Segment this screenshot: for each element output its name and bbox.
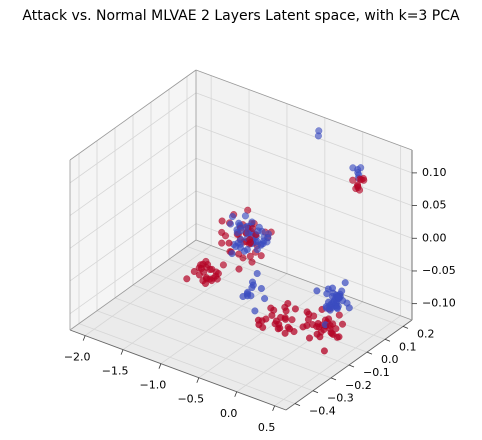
y-tick-label: −0.3 bbox=[327, 392, 354, 405]
data-point bbox=[288, 316, 296, 324]
data-point bbox=[218, 217, 226, 225]
data-points bbox=[183, 127, 368, 355]
data-point bbox=[334, 294, 342, 302]
tick-labels: −2.0−1.5−1.0−0.50.00.5−0.4−0.3−0.2−0.10.… bbox=[64, 166, 456, 434]
data-point bbox=[257, 252, 265, 260]
data-point bbox=[243, 292, 252, 300]
data-point bbox=[349, 164, 357, 172]
data-point bbox=[262, 315, 270, 323]
data-point bbox=[183, 275, 191, 283]
data-point bbox=[261, 295, 269, 303]
data-point bbox=[257, 284, 265, 293]
data-point bbox=[341, 279, 349, 287]
data-point bbox=[225, 239, 233, 247]
data-point bbox=[257, 240, 265, 248]
x-tick-label: −1.0 bbox=[140, 379, 167, 392]
data-point bbox=[326, 321, 334, 330]
data-point bbox=[354, 182, 362, 190]
data-point bbox=[190, 267, 198, 276]
data-point bbox=[314, 319, 322, 328]
data-point bbox=[226, 220, 235, 228]
data-point bbox=[253, 269, 261, 278]
z-tick-label: 0.00 bbox=[422, 231, 447, 244]
data-point bbox=[236, 244, 245, 252]
data-point bbox=[219, 261, 227, 269]
y-tick-label: 0.1 bbox=[399, 340, 417, 353]
data-point bbox=[206, 265, 214, 274]
data-point bbox=[313, 330, 321, 338]
data-point bbox=[236, 222, 244, 230]
data-point bbox=[333, 305, 341, 313]
data-point bbox=[268, 311, 276, 319]
data-point bbox=[233, 228, 241, 237]
data-point bbox=[249, 281, 257, 289]
data-point bbox=[291, 305, 299, 313]
data-point bbox=[314, 132, 322, 140]
data-point bbox=[228, 213, 237, 221]
data-point bbox=[214, 269, 222, 278]
y-tick-label: −0.2 bbox=[345, 379, 372, 392]
data-point bbox=[323, 304, 331, 312]
data-point bbox=[251, 307, 259, 315]
data-point bbox=[303, 308, 311, 316]
x-tick-label: −0.5 bbox=[177, 393, 204, 406]
data-point bbox=[248, 218, 256, 226]
data-point bbox=[281, 329, 289, 337]
data-point bbox=[206, 275, 214, 283]
data-point bbox=[248, 258, 256, 266]
data-point bbox=[197, 264, 205, 273]
z-tick-label: 0.05 bbox=[422, 199, 447, 212]
data-point bbox=[246, 252, 254, 260]
data-point bbox=[253, 246, 261, 254]
data-point bbox=[255, 321, 263, 329]
z-tick-label: −0.05 bbox=[422, 264, 456, 277]
data-point bbox=[242, 223, 250, 231]
data-point bbox=[241, 212, 249, 220]
chart-title: Attack vs. Normal MLVAE 2 Layers Latent … bbox=[22, 8, 460, 24]
data-point bbox=[286, 325, 294, 333]
data-point bbox=[325, 315, 333, 323]
data-point bbox=[235, 265, 243, 273]
tick-marks bbox=[82, 172, 417, 411]
y-tick-label: −0.4 bbox=[309, 405, 336, 418]
z-tick-label: −0.10 bbox=[422, 297, 456, 310]
data-point bbox=[304, 315, 312, 324]
data-point bbox=[201, 279, 210, 288]
data-point bbox=[246, 239, 255, 247]
data-point bbox=[313, 287, 321, 295]
data-point bbox=[267, 304, 275, 312]
x-tick-label: −1.5 bbox=[102, 365, 129, 378]
y-tick-label: −0.1 bbox=[363, 366, 390, 379]
data-point bbox=[218, 239, 226, 247]
data-point bbox=[349, 176, 357, 184]
x-tick-label: 0.0 bbox=[220, 407, 238, 420]
data-point bbox=[323, 290, 331, 298]
x-tick-label: −2.0 bbox=[64, 351, 91, 364]
grid-lines bbox=[69, 75, 413, 407]
data-point bbox=[305, 334, 314, 342]
data-point bbox=[335, 311, 343, 319]
data-point bbox=[274, 325, 282, 333]
y-tick-label: 0.2 bbox=[417, 327, 435, 340]
data-point bbox=[254, 227, 262, 235]
data-point bbox=[284, 299, 292, 308]
data-point bbox=[303, 322, 311, 330]
data-point bbox=[282, 307, 290, 315]
data-point bbox=[218, 228, 226, 236]
data-point bbox=[356, 175, 364, 183]
x-tick-label: 0.5 bbox=[258, 421, 276, 434]
data-point bbox=[320, 347, 328, 355]
y-tick-label: 0.0 bbox=[381, 353, 399, 366]
data-point bbox=[195, 271, 203, 279]
data-point bbox=[228, 250, 236, 258]
data-point bbox=[333, 333, 341, 341]
data-point bbox=[264, 234, 272, 242]
data-point bbox=[345, 304, 353, 312]
z-tick-label: 0.10 bbox=[422, 166, 447, 179]
data-point bbox=[338, 320, 347, 328]
